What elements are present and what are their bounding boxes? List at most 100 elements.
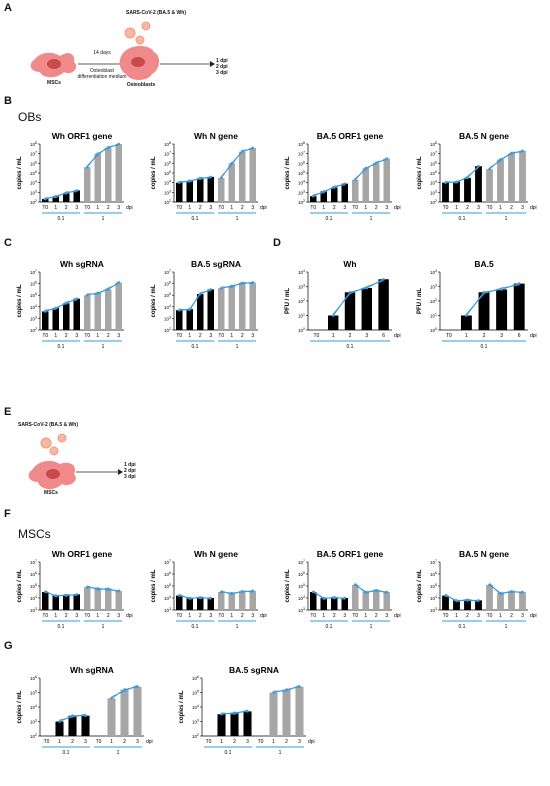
y-tick-label: 107 — [30, 151, 37, 157]
bar — [453, 181, 460, 202]
series-line-replicate — [354, 583, 387, 594]
group-label: 1 — [370, 216, 373, 222]
bar — [497, 593, 504, 610]
virus-icons-a — [124, 21, 151, 45]
data-point — [198, 177, 202, 181]
y-tick-label: 102 — [164, 327, 171, 333]
data-point — [75, 593, 79, 596]
x-unit-label: dpi — [126, 613, 133, 619]
group-label: 1 — [117, 750, 120, 756]
group-label: 0.1 — [63, 750, 70, 756]
data-point — [219, 286, 223, 290]
data-point — [510, 590, 513, 594]
x-tick-label: 1 — [96, 613, 99, 619]
x-tick-label: 1 — [110, 739, 113, 745]
x-unit-label: dpi — [530, 205, 537, 211]
y-tick-label: 107 — [164, 151, 171, 157]
dpi-1: 1 dpi — [216, 58, 228, 64]
data-point — [110, 697, 113, 700]
y-tick-label: 103 — [164, 315, 171, 321]
x-tick-label: T0 — [218, 205, 224, 211]
data-point — [240, 150, 244, 154]
y-tick-label: 105 — [30, 292, 37, 298]
x-tick-label: 3 — [75, 613, 78, 619]
y-tick-label: 103 — [30, 719, 37, 725]
x-tick-label: T0 — [310, 205, 316, 211]
bar — [238, 283, 246, 330]
chart-b3: BA.5 ORF1 gene copies / mL 102 103 104 105 106… — [285, 131, 401, 222]
x-tick-label: 3 — [500, 333, 503, 339]
x-tick-label: 2 — [510, 205, 513, 211]
section-title-obs: OBs — [18, 110, 42, 124]
data-point — [488, 583, 491, 587]
y-tick-label: 102 — [298, 298, 305, 304]
series-line-replicate — [59, 713, 86, 721]
y-tick-label: 108 — [430, 141, 437, 147]
x-tick-label: 3 — [385, 205, 388, 211]
data-point — [136, 685, 139, 688]
section-title-mscs: MSCs — [18, 527, 51, 541]
series-line-replicate — [313, 184, 345, 196]
x-unit-label: dpi — [126, 205, 133, 211]
dpi-e-1: 1 dpi — [124, 462, 136, 468]
bar — [186, 309, 194, 330]
bar — [320, 191, 328, 202]
data-point — [298, 685, 301, 688]
bar — [196, 598, 204, 610]
schematic-a-drawing — [30, 21, 215, 80]
x-tick-label: T0 — [218, 613, 224, 619]
data-point — [230, 162, 234, 165]
series-line — [332, 278, 384, 316]
x-tick-label: T0 — [176, 613, 182, 619]
data-point — [240, 282, 244, 285]
x-tick-label: 1 — [54, 333, 57, 339]
group-label: 0.1 — [459, 216, 466, 222]
y-tick-label: 105 — [30, 170, 37, 176]
y-axis-label: copies / mL — [151, 284, 157, 317]
cell-label-e: MSCs — [44, 490, 58, 496]
x-tick-label: T0 — [487, 613, 493, 619]
series-line-replicate — [445, 593, 479, 603]
data-point — [455, 180, 458, 183]
y-tick-label: 106 — [30, 571, 37, 577]
x-tick-label: 3 — [251, 613, 254, 619]
data-point — [482, 291, 486, 294]
x-tick-label: 2 — [466, 205, 469, 211]
data-point — [233, 711, 236, 715]
data-point — [58, 720, 61, 723]
series-line-replicate — [86, 145, 119, 166]
x-tick-label: T0 — [443, 205, 449, 211]
group-label: 0.1 — [192, 216, 199, 222]
x-tick-label: 1 — [230, 613, 233, 619]
x-tick-label: T0 — [176, 333, 182, 339]
bar — [186, 180, 194, 202]
data-point — [75, 189, 79, 192]
bar — [196, 294, 204, 330]
x-tick-label: T0 — [96, 739, 102, 745]
virus-icons-e — [40, 433, 67, 456]
x-tick-label: 3 — [521, 205, 524, 211]
bar — [83, 587, 91, 610]
data-point — [198, 596, 202, 600]
x-tick-label: T0 — [42, 333, 48, 339]
x-tick-label: 1 — [322, 205, 325, 211]
x-tick-label: T0 — [84, 333, 90, 339]
x-tick-label: 2 — [510, 613, 513, 619]
x-tick-label: 3 — [365, 333, 368, 339]
y-tick-label: 102 — [430, 298, 437, 304]
group-label: 0.1 — [326, 216, 333, 222]
x-tick-label: 1 — [188, 333, 191, 339]
data-point — [444, 181, 447, 184]
data-point — [188, 307, 192, 311]
panel-label-d: D — [273, 237, 281, 249]
y-tick-label: 102 — [430, 199, 437, 205]
bar — [94, 153, 102, 202]
dpi-3: 3 dpi — [216, 70, 228, 76]
data-point — [84, 714, 87, 717]
y-tick-label: 106 — [30, 160, 37, 166]
data-point — [499, 591, 502, 595]
y-tick-label: 106 — [164, 281, 171, 287]
x-tick-label: 2 — [349, 333, 352, 339]
bar — [73, 594, 81, 610]
y-tick-label: 102 — [298, 199, 305, 205]
